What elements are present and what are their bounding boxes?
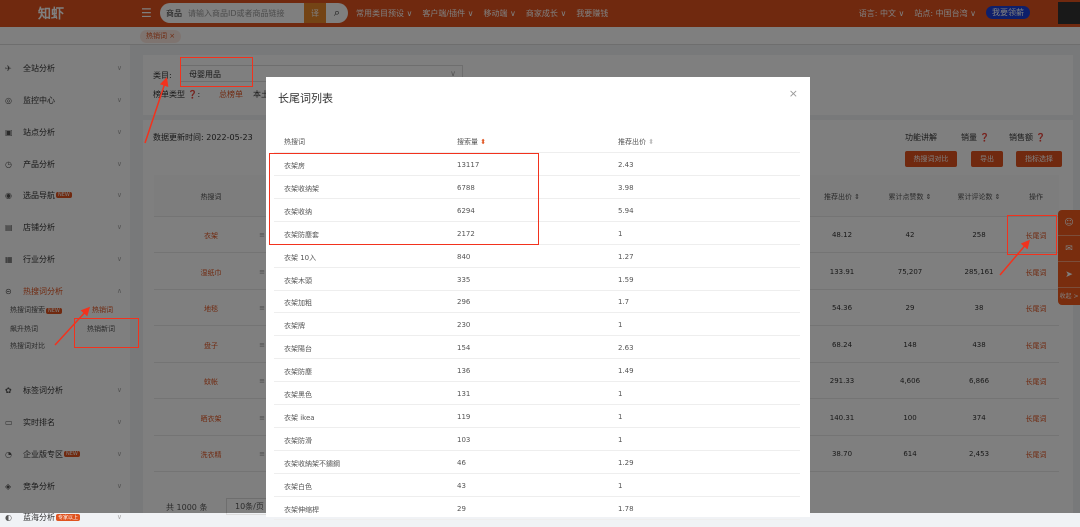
annotation-box-top-rows [269, 153, 539, 245]
cell: 衣架 10入 [284, 253, 317, 262]
sidebar-icon: ◐ [5, 512, 12, 522]
cell: 1.7 [618, 298, 630, 307]
cell: 1 [618, 481, 623, 490]
cell: 衣架加粗 [284, 299, 312, 308]
cell: 131 [457, 390, 471, 398]
cell: 衣架伸缩桿 [284, 505, 319, 514]
col-search-volume[interactable]: 搜索量 ⬍ [457, 137, 486, 147]
col-keyword: 热搜词 [284, 138, 305, 146]
modal-table-header: 热搜词 搜索量 ⬍ 推荐出价 ⬍ [274, 129, 800, 153]
cell: 1 [618, 435, 623, 444]
cell: 衣架陽台 [284, 345, 312, 354]
table-row: 衣架 ikea 119 1 [274, 405, 800, 428]
cell: 154 [457, 344, 471, 353]
cell: 1 [618, 390, 623, 398]
chevron-icon: ∨ [116, 513, 122, 521]
table-row: 衣架牌 230 1 [274, 313, 800, 337]
badge: 专家以上 [56, 513, 81, 521]
cell: 103 [457, 435, 471, 444]
cell: 衣架木頭 [284, 276, 312, 285]
table-row: 衣架加粗 296 1.7 [274, 290, 800, 314]
cell: 335 [457, 275, 471, 284]
cell: 1.49 [618, 367, 634, 376]
cell: 衣架黑色 [284, 391, 312, 399]
cell: 衣架 ikea [284, 413, 315, 422]
cell: 46 [457, 458, 466, 467]
cell: 1 [618, 321, 623, 330]
cell: 5.94 [618, 206, 634, 215]
table-row: 衣架黑色 131 1 [274, 382, 800, 405]
long-tail-modal: 长尾词列表 × 热搜词 搜索量 ⬍ 推荐出价 ⬍ 衣架房 13117 2.43 衣架收… [266, 77, 810, 520]
cell: 1 [618, 229, 623, 238]
arrow-category [144, 77, 169, 144]
cell: 13117 [457, 161, 480, 169]
table-row: 衣架房 13117 2.43 [274, 153, 800, 176]
cell: 136 [457, 367, 471, 376]
cell: 1.27 [618, 252, 634, 261]
cell: 2.43 [618, 161, 634, 169]
cell: 1 [618, 412, 623, 421]
cell: 296 [457, 298, 471, 307]
cell: 衣架防滑 [284, 436, 312, 445]
modal-title: 长尾词列表 [278, 92, 333, 105]
arrow-long-tail [999, 239, 1030, 276]
col-recommended-bid[interactable]: 推荐出价 ⬍ [618, 137, 654, 147]
table-row: 衣架防滑 103 1 [274, 428, 800, 451]
cell: 衣架收納架不鏽鋼 [284, 459, 340, 468]
cell: 衣架防塵 [284, 368, 312, 377]
col-recommended-bid-label: 推荐出价 [618, 138, 646, 146]
cell: 840 [457, 252, 471, 261]
table-row: 衣架防塵 136 1.49 [274, 359, 800, 383]
table-row: 衣架收納架不鏽鋼 46 1.29 [274, 451, 800, 474]
cell: 43 [457, 481, 466, 490]
sort-desc-icon[interactable]: ⬍ [480, 138, 487, 146]
table-row: 衣架收纳架 6788 3.98 [274, 176, 800, 199]
table-row: 衣架白色 43 1 [274, 474, 800, 497]
annotation-box-category [180, 57, 253, 87]
cell: 2.63 [618, 344, 634, 353]
table-row: 衣架收纳 6294 5.94 [274, 199, 800, 222]
col-search-volume-label: 搜索量 [457, 138, 478, 146]
cell: 衣架白色 [284, 482, 312, 491]
cell: 衣架牌 [284, 322, 305, 331]
cell: 29 [457, 504, 466, 513]
annotation-box-hot-words [74, 318, 139, 348]
cell: 230 [457, 321, 471, 330]
cell: 6788 [457, 183, 475, 192]
table-row: 衣架 10入 840 1.27 [274, 245, 800, 268]
annotation-arrows [54, 77, 1030, 346]
close-icon[interactable]: × [788, 87, 798, 100]
cell: 6294 [457, 206, 475, 215]
cell: 衣架防塵套 [284, 230, 319, 239]
cell: 衣架收纳 [284, 207, 312, 216]
sort-icon[interactable]: ⬍ [648, 138, 655, 146]
table-row: 衣架木頭 335 1.59 [274, 268, 800, 291]
arrow-hot-words [54, 306, 91, 346]
cell: 119 [457, 412, 471, 421]
cell: 1.78 [618, 504, 634, 513]
cell: 衣架房 [284, 162, 305, 170]
cell: 2172 [457, 229, 475, 238]
cell: 1.59 [618, 275, 634, 284]
cell: 1.29 [618, 458, 634, 467]
cell: 衣架收纳架 [284, 184, 319, 193]
annotation-box-long-tail [1007, 215, 1057, 255]
sidebar-item-label: 蓝海分析 [23, 512, 55, 522]
table-row: 衣架陽台 154 2.63 [274, 336, 800, 360]
cell: 3.98 [618, 183, 634, 192]
